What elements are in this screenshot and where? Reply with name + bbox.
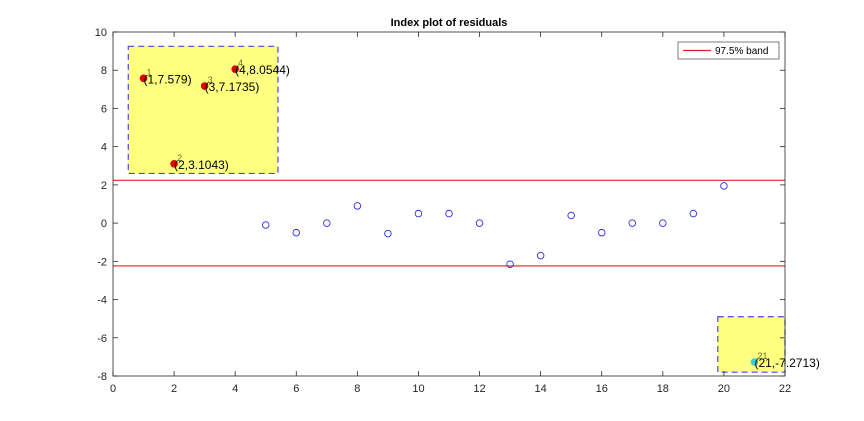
y-tick-label: 6 bbox=[101, 103, 107, 115]
outlier-index-label: 1 bbox=[147, 67, 152, 77]
x-tick-label: 0 bbox=[110, 383, 116, 395]
y-tick-label: -4 bbox=[97, 295, 107, 307]
data-point bbox=[720, 182, 728, 190]
y-tick-label: -2 bbox=[97, 256, 107, 268]
outlier-label: (4,8.0544) bbox=[235, 63, 290, 77]
legend-entry: 97.5% band bbox=[715, 46, 768, 57]
highlight-box-1 bbox=[127, 45, 279, 175]
outlier-point bbox=[200, 82, 209, 90]
y-tick-label: 2 bbox=[101, 180, 107, 192]
data-point bbox=[536, 251, 545, 260]
outlier-point bbox=[170, 159, 178, 168]
outlier-index-label: 3 bbox=[208, 75, 213, 85]
axes-frame bbox=[112, 31, 786, 377]
x-tick-label: 14 bbox=[535, 383, 547, 395]
outlier-label: (21,-7.2713) bbox=[754, 356, 819, 370]
x-tick-label: 20 bbox=[718, 383, 730, 395]
outlier-points: 1(1,7.579) 2(2,3.1043) 3(3,7.1735) 4(4,8.05… bbox=[139, 58, 820, 370]
data-point bbox=[506, 260, 514, 268]
legend: 97.5% band bbox=[677, 41, 780, 60]
outlier-label: (3,7.1735) bbox=[205, 80, 260, 94]
legend-box bbox=[677, 41, 780, 60]
y-tick-label: 4 bbox=[101, 142, 107, 154]
outlier-point bbox=[139, 74, 148, 83]
highlight-boxes bbox=[127, 45, 786, 373]
x-axis-ticks: 0 2 4 6 8 10 12 14 16 18 20 22 bbox=[110, 32, 791, 395]
y-tick-label: -6 bbox=[97, 333, 107, 345]
data-point bbox=[475, 219, 484, 227]
y-tick-label: 10 bbox=[95, 27, 107, 39]
outlier-index-label: 21 bbox=[757, 351, 767, 361]
x-tick-label: 2 bbox=[171, 383, 177, 395]
y-tick-label: 0 bbox=[101, 218, 107, 230]
data-point bbox=[597, 228, 606, 237]
chart-title: Index plot of residuals bbox=[391, 17, 508, 29]
x-tick-label: 16 bbox=[596, 383, 608, 395]
outlier-point bbox=[750, 358, 759, 366]
data-points bbox=[261, 182, 728, 268]
x-tick-label: 6 bbox=[293, 383, 299, 395]
outlier-index-label: 2 bbox=[177, 153, 182, 163]
data-point bbox=[689, 209, 698, 218]
data-point bbox=[567, 211, 575, 220]
x-tick-label: 4 bbox=[232, 383, 238, 395]
data-point bbox=[384, 229, 392, 238]
x-tick-label: 12 bbox=[473, 383, 485, 395]
data-point bbox=[261, 221, 270, 229]
data-point bbox=[445, 209, 453, 218]
y-tick-label: 8 bbox=[101, 65, 107, 77]
band-lines bbox=[113, 179, 785, 267]
data-point bbox=[414, 209, 423, 218]
x-tick-label: 22 bbox=[779, 383, 791, 395]
outlier-point bbox=[231, 65, 239, 73]
data-point bbox=[353, 202, 362, 210]
x-tick-label: 10 bbox=[412, 383, 424, 395]
y-tick-label: -8 bbox=[97, 371, 107, 383]
x-tick-label: 18 bbox=[657, 383, 669, 395]
outlier-label: (1,7.579) bbox=[144, 72, 192, 86]
outlier-label: (2,3.1043) bbox=[174, 158, 229, 172]
x-tick-label: 8 bbox=[354, 383, 360, 395]
y-axis-ticks: -8 -6 -4 -2 0 2 4 6 8 10 bbox=[95, 27, 785, 383]
outlier-index-label: 4 bbox=[238, 58, 243, 68]
data-point bbox=[659, 219, 667, 227]
data-point bbox=[292, 228, 301, 237]
data-point bbox=[628, 219, 637, 227]
data-point bbox=[323, 219, 331, 227]
